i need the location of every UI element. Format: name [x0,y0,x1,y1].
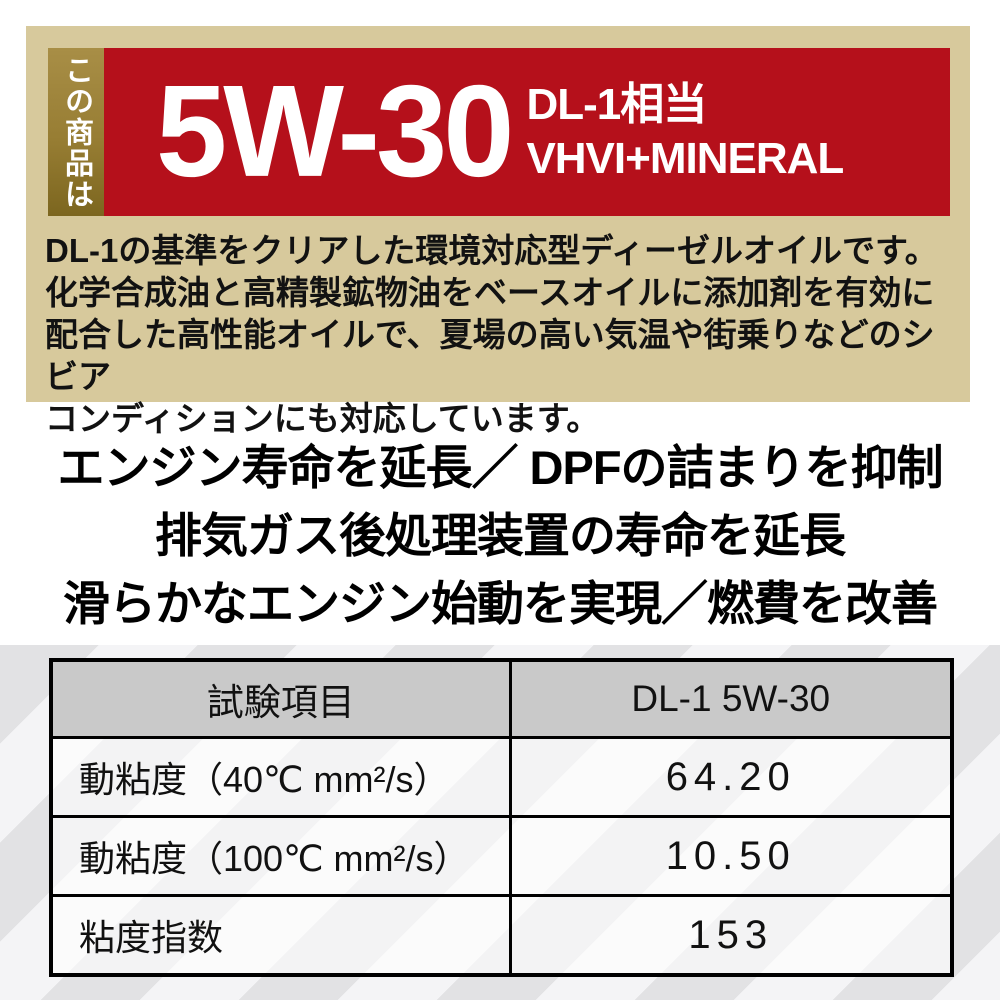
red-grade-banner: 5W-30 DL-1相当 VHVI+MINERAL [104,48,950,216]
description-line-3: 配合した高性能オイルで、夏場の高い気温や街乗りなどのシビア [45,316,935,395]
claim-line-3: 滑らかなエンジン始動を実現／燃費を改善 [63,577,938,630]
spec-table-header-product: DL-1 5W-30 [508,658,954,739]
vertical-label: この商品は [60,54,93,210]
vertical-label-strip: この商品は [48,48,104,216]
spec-equivalence: DL-1相当 [526,80,707,129]
spec-table: 試験項目 DL-1 5W-30 動粘度（40℃ mm²/s） 64.20 動粘度… [49,658,954,977]
benefit-claims: エンジン寿命を延長／ DPFの詰まりを抑制 排気ガス後処理装置の寿命を延長 滑ら… [0,434,1000,638]
test-value-viscosity-index: 153 [508,894,954,977]
test-item-viscosity-index: 粘度指数 [49,894,512,977]
base-oil-type: VHVI+MINERAL [526,134,844,183]
table-row: 動粘度（100℃ mm²/s） 10.50 [49,815,954,897]
claim-line-1: エンジン寿命を延長／ DPFの詰まりを抑制 [57,441,943,494]
test-value-kv40: 64.20 [508,736,954,818]
grade-subinfo: DL-1相当 VHVI+MINERAL [526,80,844,183]
test-value-kv100: 10.50 [508,815,954,897]
description-line-4: コンディションにも対応しています。 [45,400,600,437]
spec-table-header-row: 試験項目 DL-1 5W-30 [49,658,954,739]
claim-line-2: 排気ガス後処理装置の寿命を延長 [155,509,846,562]
test-item-kv40: 動粘度（40℃ mm²/s） [49,736,512,818]
description-line-1: DL-1の基準をクリアした環境対応型ディーゼルオイルです。 [45,232,938,269]
grade-banner: この商品は 5W-30 DL-1相当 VHVI+MINERAL [48,48,950,216]
description-line-2: 化学合成油と高精製鉱物油をベースオイルに添加剤を有効に [45,274,935,311]
spec-table-header-item: 試験項目 [49,658,512,739]
table-row: 動粘度（40℃ mm²/s） 64.20 [49,736,954,818]
test-item-kv100: 動粘度（100℃ mm²/s） [49,815,512,897]
product-description: DL-1の基準をクリアした環境対応型ディーゼルオイルです。 化学合成油と高精製鉱… [45,230,951,440]
table-row: 粘度指数 153 [49,894,954,977]
oil-grade: 5W-30 [156,58,514,205]
product-summary-panel: この商品は 5W-30 DL-1相当 VHVI+MINERAL DL-1の基準を… [26,26,970,437]
